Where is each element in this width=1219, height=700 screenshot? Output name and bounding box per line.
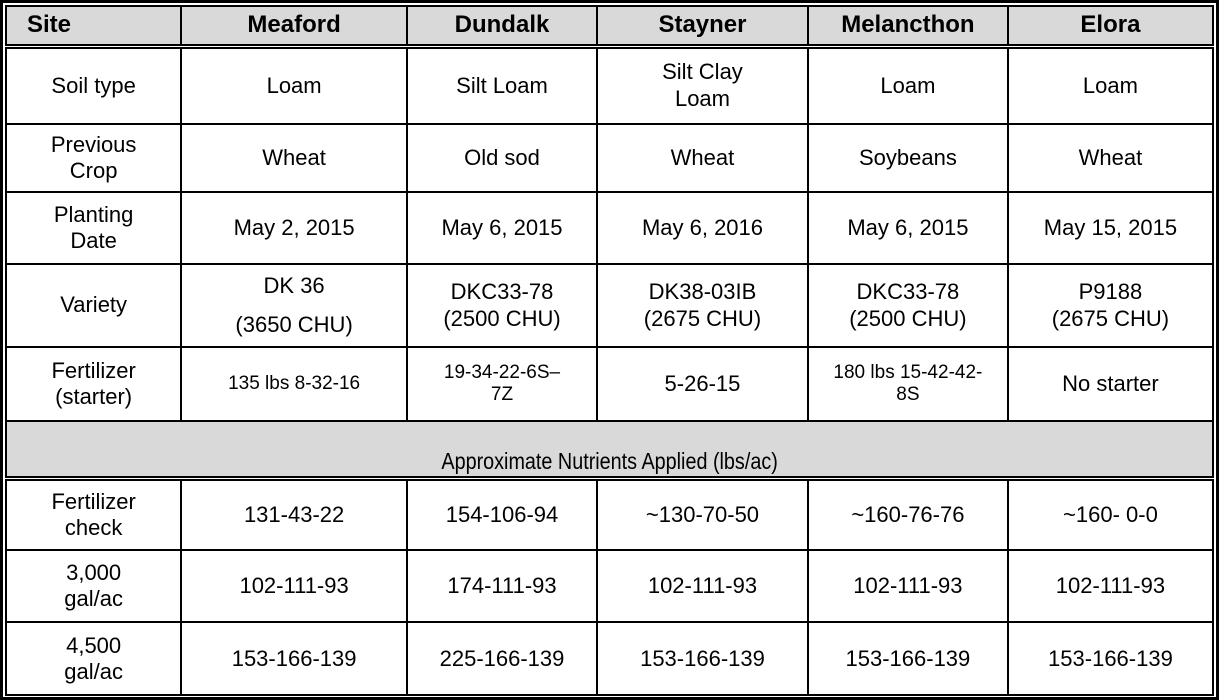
cell-3000-meaford: 102-111-93 (180, 549, 408, 624)
cell-3000-elora: 102-111-93 (1006, 549, 1215, 624)
column-header-dundalk: Dundalk (405, 5, 599, 49)
cell-3000-dundalk: 174-111-93 (405, 549, 599, 624)
cell-check-elora: ~160- 0-0 (1006, 477, 1215, 552)
table-row-4500-gal-ac: 4,500 gal/ac 153-166-139 225-166-139 153… (4, 621, 1215, 697)
cell-check-dundalk: 154-106-94 (405, 477, 599, 552)
cell-variety-meaford: DK 36 (3650 CHU) (180, 263, 408, 348)
cell-variety-elora: P9188 (2675 CHU) (1006, 263, 1215, 348)
table-row-fertilizer-starter: Fertilizer (starter) 135 lbs 8-32-16 19-… (4, 346, 1215, 422)
cell-soil-elora: Loam (1006, 45, 1215, 125)
cell-prevcrop-dundalk: Old sod (405, 123, 599, 193)
cell-prevcrop-meaford: Wheat (180, 123, 408, 193)
cell-starter-elora: No starter (1006, 346, 1215, 422)
cell-soil-melancthon: Loam (806, 45, 1009, 125)
cell-soil-stayner: Silt Clay Loam (596, 45, 809, 125)
cell-prevcrop-stayner: Wheat (596, 123, 809, 193)
table-row-fertilizer-check: Fertilizer check 131-43-22 154-106-94 ~1… (4, 477, 1215, 552)
row-label-fertilizer-check: Fertilizer check (4, 477, 183, 552)
row-label-soil-type: Soil type (4, 45, 183, 125)
table-row-3000-gal-ac: 3,000 gal/ac 102-111-93 174-111-93 102-1… (4, 549, 1215, 624)
table-row-previous-crop: Previous Crop Wheat Old sod Wheat Soybea… (4, 123, 1215, 193)
cell-planting-dundalk: May 6, 2015 (405, 191, 599, 265)
cell-starter-dundalk: 19-34-22-6S– 7Z (405, 346, 599, 422)
cell-starter-meaford: 135 lbs 8-32-16 (180, 346, 408, 422)
cell-planting-stayner: May 6, 2016 (596, 191, 809, 265)
column-header-meaford: Meaford (180, 5, 408, 49)
cell-3000-stayner: 102-111-93 (596, 549, 809, 624)
row-label-fertilizer-starter: Fertilizer (starter) (4, 346, 183, 422)
cell-check-stayner: ~130-70-50 (596, 477, 809, 552)
row-label-variety: Variety (4, 263, 183, 348)
cell-planting-meaford: May 2, 2015 (180, 191, 408, 265)
table-row-soil-type: Soil type Loam Silt Loam Silt Clay Loam … (4, 45, 1215, 125)
row-label-4500-gal-ac: 4,500 gal/ac (4, 621, 183, 697)
cell-variety-melancthon: DKC33-78 (2500 CHU) (806, 263, 1009, 348)
column-header-elora: Elora (1006, 5, 1215, 49)
cell-4500-meaford: 153-166-139 (180, 621, 408, 697)
section-header-band: Approximate Nutrients Applied (lbs/ac) (5, 419, 1214, 482)
column-header-site: Site (4, 5, 183, 49)
section-header-row: Approximate Nutrients Applied (lbs/ac) (5, 419, 1214, 482)
cell-prevcrop-melancthon: Soybeans (806, 123, 1009, 193)
column-header-melancthon: Melancthon (806, 5, 1009, 49)
cell-starter-stayner: 5-26-15 (596, 346, 809, 422)
row-label-previous-crop: Previous Crop (4, 123, 183, 193)
cell-soil-meaford: Loam (180, 45, 408, 125)
table-row-variety: Variety DK 36 (3650 CHU) DKC33-78 (2500 … (4, 263, 1215, 348)
cell-planting-elora: May 15, 2015 (1006, 191, 1215, 265)
cell-prevcrop-elora: Wheat (1006, 123, 1215, 193)
row-label-3000-gal-ac: 3,000 gal/ac (4, 549, 183, 624)
cell-soil-dundalk: Silt Loam (405, 45, 599, 125)
row-label-planting-date: Planting Date (4, 191, 183, 265)
cell-4500-elora: 153-166-139 (1006, 621, 1215, 697)
site-comparison-table: Site Meaford Dundalk Stayner Melancthon … (4, 5, 1215, 697)
cell-planting-melancthon: May 6, 2015 (806, 191, 1009, 265)
cell-check-melancthon: ~160-76-76 (806, 477, 1009, 552)
cell-variety-stayner: DK38-03IB (2675 CHU) (596, 263, 809, 348)
table-row-planting-date: Planting Date May 2, 2015 May 6, 2015 Ma… (4, 191, 1215, 265)
cell-variety-dundalk: DKC33-78 (2500 CHU) (405, 263, 599, 348)
cell-4500-melancthon: 153-166-139 (806, 621, 1009, 697)
cell-starter-melancthon: 180 lbs 15-42-42- 8S (806, 346, 1009, 422)
cell-3000-melancthon: 102-111-93 (806, 549, 1009, 624)
cell-4500-dundalk: 225-166-139 (405, 621, 599, 697)
cell-4500-stayner: 153-166-139 (596, 621, 809, 697)
cell-check-meaford: 131-43-22 (180, 477, 408, 552)
column-header-stayner: Stayner (596, 5, 809, 49)
table-header-row: Site Meaford Dundalk Stayner Melancthon … (4, 5, 1215, 49)
section-header-label: Approximate Nutrients Applied (lbs/ac) (441, 448, 778, 475)
